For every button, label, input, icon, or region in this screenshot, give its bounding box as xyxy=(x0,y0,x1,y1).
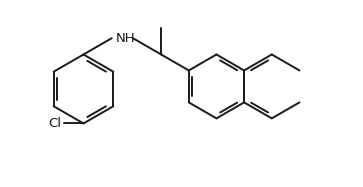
Text: Cl: Cl xyxy=(49,117,62,130)
Text: NH: NH xyxy=(115,32,135,45)
